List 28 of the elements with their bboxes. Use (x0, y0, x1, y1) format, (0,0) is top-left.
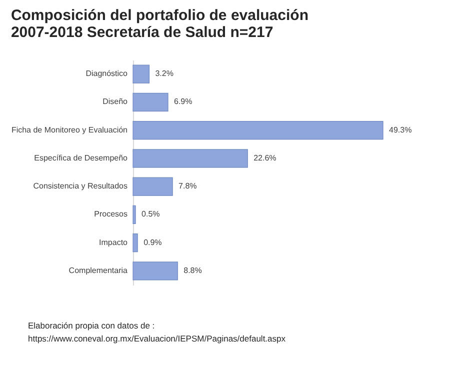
bar (132, 234, 138, 252)
y-tick-label: Procesos (94, 210, 128, 219)
y-tick-label: Consistencia y Resultados (33, 182, 128, 191)
y-tick-label: Complementaria (68, 266, 128, 275)
data-label: 3.2% (155, 69, 174, 78)
bar (132, 205, 136, 224)
y-tick-label: Diseño (102, 97, 128, 106)
bar (132, 121, 384, 140)
bar (132, 177, 173, 196)
y-tick-label: Ficha de Monitoreo y Evaluación (11, 125, 128, 134)
data-label: 6.9% (174, 97, 192, 106)
data-label: 8.8% (184, 266, 202, 275)
data-label: 49.3% (389, 125, 412, 134)
text: https://www.coneval.org.mx/Evaluacion/IEPSM/Paginas/default.aspx (28, 334, 286, 344)
text: Composición del portafolio de evaluación (10, 7, 308, 24)
bar (132, 262, 178, 280)
y-tick-label: Diagnóstico (86, 69, 128, 78)
text: 2007-2018 Secretaría de Salud n=217 (10, 24, 274, 41)
data-label: 0.9% (144, 238, 162, 247)
y-tick-label: Impacto (99, 238, 128, 247)
y-tick-label: Específica de Desempeño (34, 153, 128, 162)
data-label: 7.8% (178, 182, 197, 191)
data-label: 22.6% (254, 153, 276, 162)
bar (132, 92, 168, 112)
data-label: 0.5% (142, 210, 160, 219)
bar (132, 149, 248, 168)
text: Elaboración propia con datos de : (28, 320, 155, 330)
bar (132, 64, 150, 84)
